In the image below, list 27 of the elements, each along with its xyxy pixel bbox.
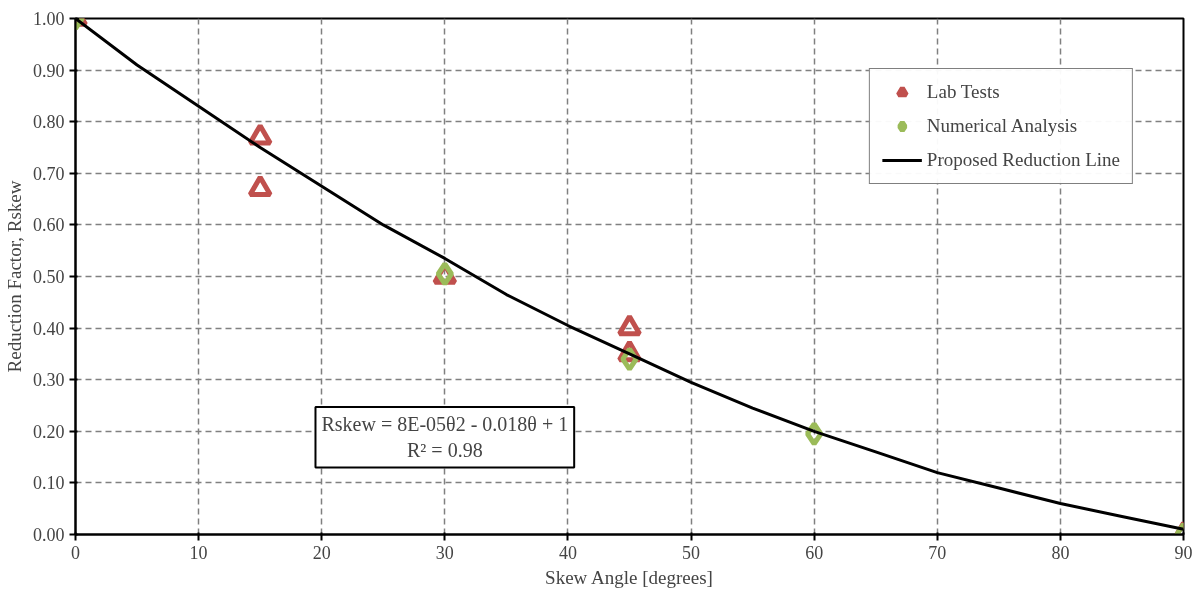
y-tick-label: 0.20 <box>33 421 65 442</box>
x-tick-label: 60 <box>805 542 824 563</box>
x-tick-label: 30 <box>435 542 454 563</box>
x-tick-label: 80 <box>1051 542 1070 563</box>
x-tick-label: 40 <box>558 542 577 563</box>
y-tick-label: 0.80 <box>33 112 65 133</box>
y-tick-label: 0.90 <box>33 60 65 81</box>
y-tick-label: 0.00 <box>33 525 65 545</box>
y-tick-label: 0.40 <box>33 318 65 339</box>
y-tick-label: 0.50 <box>33 267 65 287</box>
x-tick-label: 70 <box>928 542 947 563</box>
y-tick-label: 1.00 <box>33 9 65 29</box>
x-tick-label: 50 <box>682 542 701 563</box>
legend-label: Lab Tests <box>926 81 1000 103</box>
x-tick-label: 10 <box>189 542 208 563</box>
y-tick-label: 0.10 <box>33 473 65 494</box>
x-tick-label: 20 <box>312 542 331 563</box>
x-axis-title: Skew Angle [degrees] <box>545 566 713 588</box>
legend-label: Numerical Analysis <box>926 115 1078 137</box>
y-tick-label: 0.60 <box>33 215 65 236</box>
x-tick-label: 0 <box>71 542 80 563</box>
y-axis-title: Reduction Factor, Rskew <box>4 180 25 373</box>
x-tick-label: 90 <box>1174 542 1193 563</box>
annotation: Rskew = 8E-05θ2 - 0.018θ + 1 R² = 0.98 <box>321 413 569 462</box>
legend-label: Proposed Reduction Line <box>926 149 1120 171</box>
y-tick-label: 0.70 <box>33 163 65 184</box>
y-tick-label: 0.30 <box>33 370 65 391</box>
